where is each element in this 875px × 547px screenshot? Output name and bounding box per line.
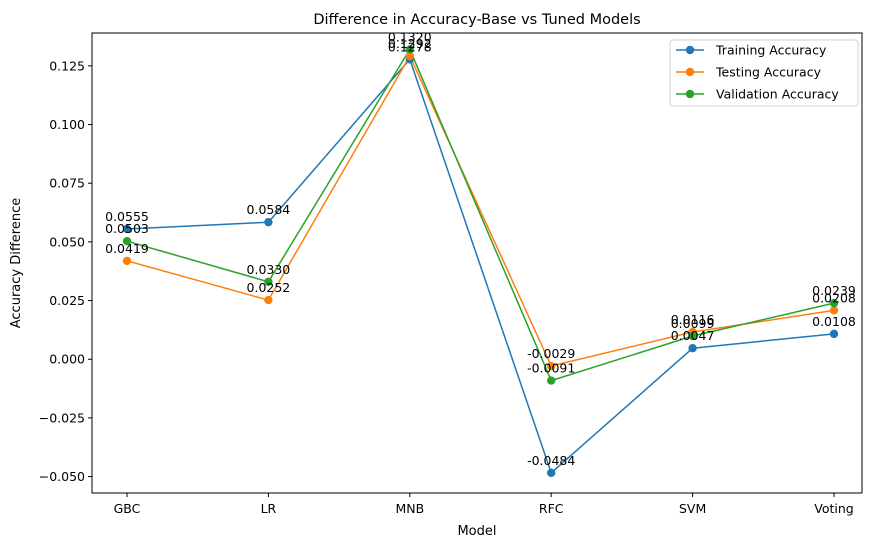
legend: Training Accuracy Testing Accuracy Validat…: [669, 39, 859, 107]
data-label-s1-6: 0.0108: [812, 314, 856, 329]
data-point-s1-4: [547, 468, 556, 478]
data-label-s1-4: -0.0484: [527, 453, 575, 468]
data-point-s1-1: [122, 224, 132, 234]
plot-area-frame: [91, 32, 863, 494]
data-point-s3-3: [405, 45, 414, 54]
data-label-s1-1: 0.0555: [105, 209, 149, 224]
data-point-s1-2: [264, 217, 273, 227]
plot-marks: 0.0555 0.0584 0.1278 -0.0484 0.0047 0.0108 0.0…: [105, 29, 856, 478]
y-tick-label-8: 0.125: [49, 58, 85, 73]
series-line-3: [126, 48, 835, 382]
y-tick-label-7: 0.100: [49, 117, 85, 132]
data-point-s2-3: [405, 51, 414, 61]
y-tick-label-4: 0.025: [49, 293, 85, 308]
data-label-s1-2: 0.0584: [247, 202, 291, 217]
data-point-s3-6: [829, 298, 839, 308]
data-label-s3-2: 0.0330: [247, 262, 291, 277]
data-label-s1-5: 0.0047: [671, 328, 715, 343]
data-label-s2-2: 0.0252: [247, 280, 291, 295]
x-tick-label-5: SVM: [679, 501, 706, 516]
data-label-s3-3: 0.1320: [388, 29, 432, 44]
x-tick-label-1: GBC: [114, 501, 141, 516]
data-point-s1-5: [688, 343, 697, 353]
series-line-2: [126, 55, 835, 367]
x-tick-label-3: MNB: [395, 501, 424, 516]
data-point-s3-1: [122, 236, 132, 246]
data-label-s2-4: -0.0029: [527, 346, 575, 361]
legend-marker-2: [685, 67, 695, 77]
legend-marker-3: [685, 89, 695, 99]
data-point-s2-4: [547, 361, 556, 371]
data-label-s2-1: 0.0419: [105, 241, 149, 256]
data-label-s1-3: 0.1278: [388, 39, 432, 54]
data-label-s3-5: 0.0099: [671, 316, 715, 331]
data-point-s3-5: [688, 331, 697, 341]
data-label-s2-3: 0.1292: [388, 36, 432, 51]
y-tick-label-3: 0.000: [49, 352, 85, 367]
data-label-s3-1: 0.0503: [105, 221, 149, 236]
y-tick-label-2: −0.025: [39, 410, 85, 425]
data-point-s2-1: [122, 256, 132, 266]
y-axis-label: Accuracy Difference: [9, 198, 24, 329]
x-axis: GBC LR MNB RFC SVM Voting: [114, 493, 854, 516]
series-line-1: [126, 58, 835, 474]
y-axis: −0.050 −0.025 0.000 0.025 0.050 0.075 0.100 0.1…: [39, 58, 92, 484]
data-point-s3-4: [547, 376, 556, 385]
data-point-s2-6: [829, 306, 839, 315]
x-tick-label-4: RFC: [539, 501, 564, 516]
data-label-s3-4: -0.0091: [527, 361, 575, 376]
y-tick-label-5: 0.050: [49, 234, 85, 249]
data-point-s3-2: [264, 277, 273, 286]
legend-box: [669, 39, 859, 107]
x-axis-label: Model: [457, 524, 496, 539]
legend-label-3: Validation Accuracy: [716, 87, 839, 102]
legend-label-2: Testing Accuracy: [715, 65, 822, 80]
x-tick-label-2: LR: [261, 501, 277, 516]
data-label-s3-6: 0.0239: [812, 283, 856, 298]
data-point-s2-2: [264, 295, 273, 305]
data-label-s2-6: 0.0208: [812, 290, 856, 305]
legend-label-1: Training Accuracy: [715, 43, 827, 58]
legend-marker-1: [685, 45, 695, 55]
data-point-s1-6: [829, 329, 839, 339]
data-label-s2-5: 0.0116: [671, 312, 715, 327]
x-tick-label-6: Voting: [814, 501, 853, 516]
y-tick-label-1: −0.050: [39, 469, 85, 484]
chart-title: Difference in Accuracy-Base vs Tuned Mod…: [313, 12, 640, 28]
y-tick-label-6: 0.075: [49, 176, 85, 191]
